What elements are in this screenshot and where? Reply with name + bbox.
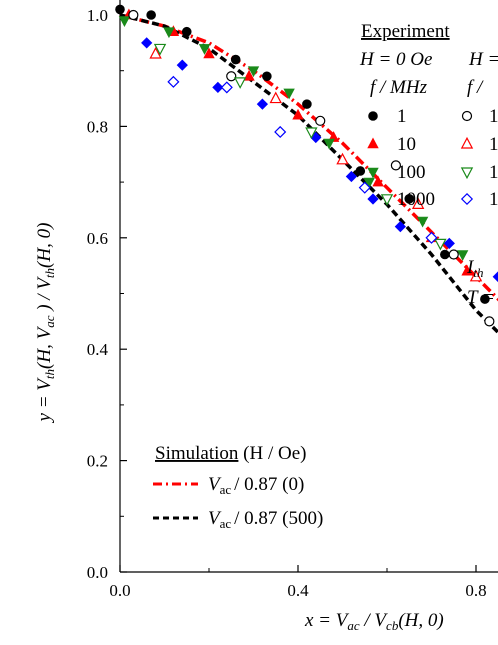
data-point-100mhz-h0 [456, 250, 469, 261]
axes [119, 0, 498, 573]
legend-sim0-label: Vac/ 0.87 (0) [208, 474, 304, 497]
data-point-1mhz-h0 [146, 10, 156, 20]
y-tick-label: 0.0 [87, 563, 108, 582]
data-point-1000mhz-h0 [345, 170, 358, 183]
data-point-1000mhz-h0 [141, 37, 153, 49]
legend-marker-10mhz-h500 [460, 136, 474, 149]
ticks: 0.00.40.81.20.00.20.40.60.81.0 [87, 6, 487, 600]
data-point-1mhz-h500 [315, 115, 326, 126]
legend-label-10mhz: 10 [397, 134, 416, 155]
legend-label-col2-10: 1 [489, 134, 498, 155]
data-point-10mhz-h500 [469, 269, 483, 282]
data-point-10mhz-h500 [269, 91, 282, 104]
data-point-10mhz-h0 [292, 108, 304, 120]
annotation-ith: Ith [466, 257, 483, 280]
data-point-1mhz-h500 [128, 9, 139, 21]
data-point-100mhz-h0 [118, 16, 131, 28]
legend-label-1mhz: 1 [397, 106, 407, 127]
legend-label-col2-1: 1 [489, 106, 498, 127]
data-point-1mhz-h0 [355, 166, 366, 176]
legend-marker-100mhz-h0 [367, 167, 379, 179]
legend-label-100mhz: 100 [397, 162, 426, 183]
data-point-10mhz-h500 [149, 46, 162, 59]
data-point-1mhz-h0 [404, 194, 415, 204]
legend-marker-1mhz-h500 [461, 110, 473, 122]
data-point-1mhz-h0 [480, 294, 490, 304]
legend-experiment-rows: 1 10 100 1000 1 1 1 1 [367, 106, 498, 210]
annotation-t: T = [467, 287, 495, 308]
data-point-100mhz-h500 [434, 238, 447, 251]
data-point-10mhz-h0 [461, 264, 473, 276]
data-point-1000mhz-h500 [425, 231, 438, 244]
data-point-1000mhz-h500 [167, 75, 180, 88]
data-point-1000mhz-h0 [492, 271, 498, 283]
data-point-1mhz-h500 [448, 249, 459, 260]
legend-col2-subheader: f / [467, 77, 484, 98]
data-point-10mhz-h0 [203, 47, 215, 59]
data-point-100mhz-h500 [233, 77, 247, 89]
legend-sim500-label: Vac/ 0.87 (500) [208, 508, 323, 531]
data-point-100mhz-h0 [283, 88, 295, 100]
data-point-10mhz-h0 [243, 69, 255, 81]
legend-marker-1000mhz-h0 [367, 193, 379, 205]
legend-marker-10mhz-h0 [367, 137, 379, 149]
legend-simulation-title: Simulation (H / Oe) [155, 443, 306, 464]
data-point-1000mhz-h0 [176, 59, 188, 71]
data-point-100mhz-h500 [305, 127, 318, 140]
data-point-100mhz-h0 [163, 27, 175, 39]
data-point-100mhz-h0 [323, 138, 335, 150]
data-point-10mhz-h0 [372, 175, 384, 187]
y-tick-label: 0.2 [87, 452, 108, 471]
y-axis-label: y = Vth(H, Vac ) / Vth(H, 0) [34, 223, 57, 424]
legend-experiment-title: Experiment [361, 21, 450, 42]
data-point-100mhz-h0 [363, 177, 375, 189]
legend-marker-1000mhz-h500 [460, 192, 474, 206]
y-tick-label: 0.8 [87, 117, 108, 136]
data-point-1mhz-h0 [262, 71, 272, 82]
simulation-legend: Simulation (H / Oe) Vac/ 0.87 (0) Vac/ 0… [153, 443, 323, 531]
legend-label-col2-100: 1 [489, 162, 498, 183]
data-point-100mhz-h0 [416, 216, 429, 228]
legend-col1-subheader: f / MHz [370, 77, 428, 98]
legend-col1-header: H = 0 Oe [359, 49, 432, 70]
legend-marker-1mhz-h0 [368, 111, 378, 121]
data-point-1mhz-h0 [230, 54, 241, 65]
y-tick-label: 1.0 [87, 6, 108, 25]
data-point-1000mhz-h0 [394, 221, 406, 233]
simulation-curve-0oe [119, 13, 498, 302]
experiment-legend: Experiment H = 0 Oe H = f / MHz f / 1101… [359, 21, 498, 210]
legend-label-col2-1000: 1 [489, 189, 498, 210]
data-point-1000mhz-h500 [220, 81, 233, 94]
data-point-1mhz-h0 [115, 4, 125, 15]
data-point-1mhz-h0 [302, 99, 312, 109]
y-tick-label: 0.4 [87, 340, 109, 359]
data-point-1mhz-h0 [181, 26, 192, 37]
data-point-1000mhz-h500 [274, 125, 287, 139]
legend-col2-header: H = [468, 49, 498, 70]
data-point-10mhz-h500 [336, 152, 349, 165]
data-point-100mhz-h500 [153, 43, 167, 56]
data-point-1000mhz-h500 [358, 181, 371, 194]
data-point-100mhz-h0 [198, 44, 211, 55]
data-point-10mhz-h500 [411, 197, 425, 209]
data-point-1mhz-h500 [484, 316, 495, 327]
data-point-100mhz-h500 [380, 194, 394, 206]
parameter-annotation: Ith T = [466, 257, 495, 308]
data-points [115, 4, 498, 327]
y-tick-label: 0.6 [87, 229, 108, 248]
x-tick-label: 0.4 [287, 581, 309, 600]
legend-marker-100mhz-h500 [460, 167, 474, 180]
data-point-1mhz-h0 [440, 249, 450, 260]
x-tick-label: 0.0 [109, 581, 130, 600]
data-point-100mhz-h0 [247, 66, 260, 78]
x-tick-label: 0.8 [465, 581, 486, 600]
data-point-1000mhz-h0 [212, 81, 224, 94]
legend-label-1000mhz: 1000 [397, 189, 435, 210]
x-axis-label: x = Vac / Vcb(H, 0) [304, 610, 444, 633]
data-point-1mhz-h500 [226, 71, 237, 82]
data-point-1000mhz-h0 [256, 98, 269, 110]
data-point-1mhz-h500 [390, 160, 401, 171]
data-point-1000mhz-h0 [443, 237, 455, 249]
